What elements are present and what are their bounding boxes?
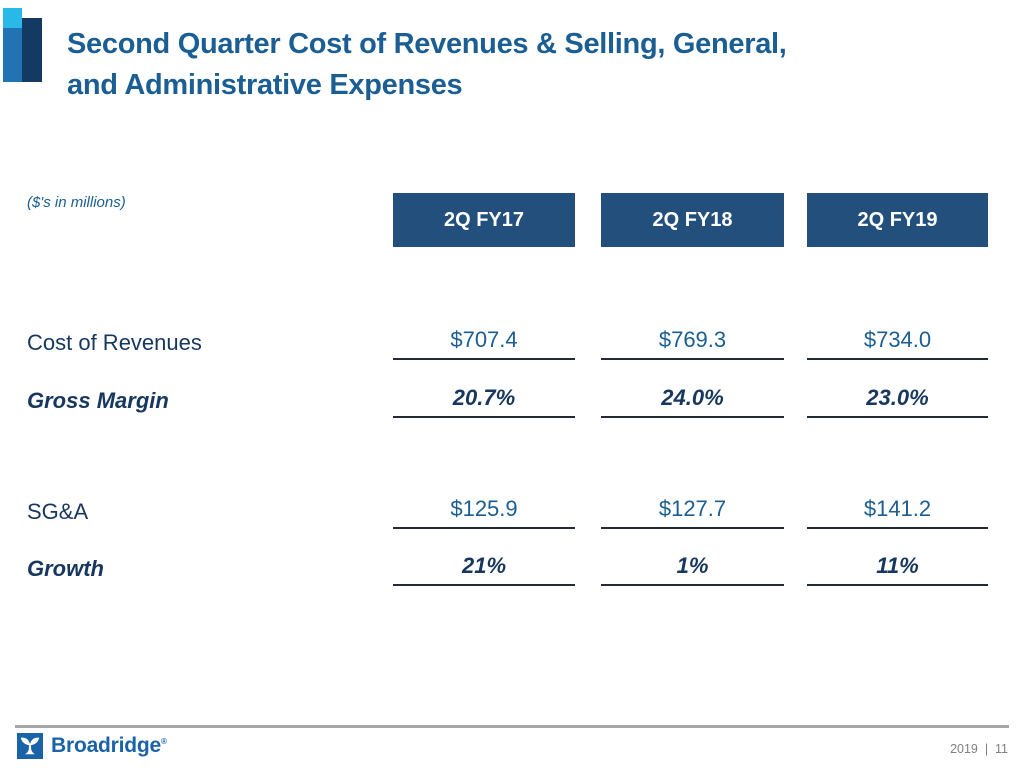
page-title-line2: and Administrative Expenses	[67, 69, 463, 101]
table-cell: $707.4	[393, 322, 575, 360]
table-row-cost-of-revenues: Cost of Revenues $707.4 $769.3 $734.0	[0, 322, 1024, 360]
column-header-2q-fy19: 2Q FY19	[807, 193, 988, 247]
accent-bar-cyan	[3, 8, 22, 28]
broadridge-logo: Broadridge®	[17, 733, 167, 759]
table-cell: 23.0%	[807, 380, 988, 418]
broadridge-logo-icon	[17, 733, 43, 759]
table-cell: $125.9	[393, 491, 575, 529]
page-title-line1: Second Quarter Cost of Revenues & Sellin…	[67, 28, 787, 60]
table-cell: $127.7	[601, 491, 784, 529]
table-cell: $769.3	[601, 322, 784, 360]
table-row-sga: SG&A $125.9 $127.7 $141.2	[0, 491, 1024, 529]
broadridge-logo-text: Broadridge®	[51, 734, 167, 758]
accent-bar-navy	[22, 18, 42, 82]
table-cell: 24.0%	[601, 380, 784, 418]
column-header-2q-fy17: 2Q FY17	[393, 193, 575, 247]
units-note: ($'s in millions)	[27, 194, 126, 211]
table-cell: $734.0	[807, 322, 988, 360]
trademark-symbol: ®	[161, 737, 167, 746]
page-number: 2019 | 11	[950, 742, 1008, 756]
table-row-gross-margin: Gross Margin 20.7% 24.0% 23.0%	[0, 380, 1024, 418]
table-cell: 1%	[601, 548, 784, 586]
footer-divider	[15, 725, 1009, 728]
table-row-growth: Growth 21% 1% 11%	[0, 548, 1024, 586]
table-cell: 21%	[393, 548, 575, 586]
row-label: Growth	[27, 556, 104, 581]
table-cell: 20.7%	[393, 380, 575, 418]
row-label: Cost of Revenues	[27, 330, 202, 355]
logo-wordmark: Broadridge	[51, 734, 162, 757]
row-label: SG&A	[27, 499, 89, 524]
table-cell: 11%	[807, 548, 988, 586]
column-header-2q-fy18: 2Q FY18	[601, 193, 784, 247]
accent-bar-blue	[3, 28, 22, 82]
page-title: Second Quarter Cost of Revenues & Sellin…	[67, 24, 987, 106]
table-cell: $141.2	[807, 491, 988, 529]
row-label: Gross Margin	[27, 388, 169, 413]
